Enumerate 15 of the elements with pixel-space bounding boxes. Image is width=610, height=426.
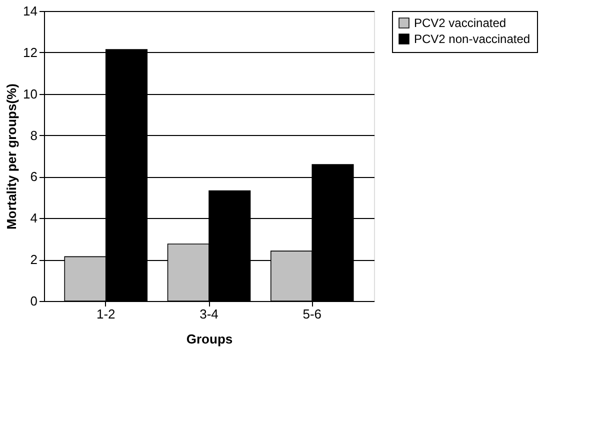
y-tick-label: 8: [30, 128, 38, 143]
x-tick-label: 5-6: [302, 306, 322, 322]
y-tick-label: 2: [30, 252, 38, 268]
y-axis-title: Mortality per groups(%): [4, 84, 20, 230]
y-tick-label: 14: [23, 4, 38, 18]
y-tick-label: 10: [23, 86, 38, 102]
legend-label: PCV2 non-vaccinated: [414, 32, 530, 46]
legend-label: PCV2 vaccinated: [414, 16, 506, 30]
x-tick-label: 1-2: [96, 306, 116, 322]
y-tick-label: 4: [30, 210, 38, 226]
x-tick-label: 3-4: [200, 306, 218, 322]
x-axis-title: Groups: [186, 332, 233, 346]
y-tick-label: 6: [30, 169, 38, 184]
y-tick-label: 12: [23, 44, 38, 60]
y-tick-label: 0: [30, 294, 38, 308]
